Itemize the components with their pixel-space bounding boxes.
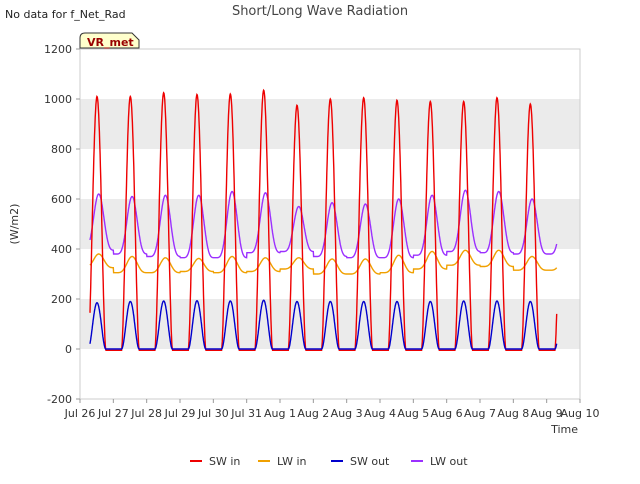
x-tick-label: Aug 2 bbox=[297, 407, 329, 420]
x-tick-label: Aug 9 bbox=[531, 407, 563, 420]
grid-band bbox=[80, 99, 580, 149]
badge-label: VR_met bbox=[87, 36, 134, 49]
site-badge: VR_met bbox=[79, 32, 140, 49]
y-tick-label: 200 bbox=[51, 293, 72, 306]
series-line-sw-in bbox=[89, 88, 558, 351]
legend-label: SW out bbox=[350, 455, 390, 468]
x-tick-label: Aug 7 bbox=[464, 407, 496, 420]
x-tick-label: Jul 28 bbox=[130, 407, 162, 420]
y-tick-label: 0 bbox=[65, 343, 72, 356]
x-tick-label: Jul 30 bbox=[197, 407, 229, 420]
plot-frame bbox=[79, 48, 581, 400]
x-tick-label: Aug 3 bbox=[331, 407, 363, 420]
x-axis: Jul 26 Jul 27 Jul 28 Jul 29 Jul 30 Jul 31 Aug … bbox=[64, 399, 600, 420]
y-tick-label: 1000 bbox=[44, 93, 72, 106]
y-tick-label: 800 bbox=[51, 143, 72, 156]
chart-title: Short/Long Wave Radiation bbox=[232, 4, 408, 19]
x-tick-label: Jul 31 bbox=[230, 407, 262, 420]
legend-label: LW in bbox=[277, 455, 307, 468]
legend-label: LW out bbox=[430, 455, 468, 468]
series-lines bbox=[89, 88, 558, 351]
y-tick-label: 600 bbox=[51, 193, 72, 206]
x-tick-label: Jul 27 bbox=[97, 407, 129, 420]
x-tick-label: Aug 5 bbox=[397, 407, 429, 420]
x-axis-label: Time bbox=[550, 423, 578, 436]
y-tick-label: 1200 bbox=[44, 43, 72, 56]
y-tick-label: 400 bbox=[51, 243, 72, 256]
x-tick-label: Aug 10 bbox=[561, 407, 600, 420]
legend-label: SW in bbox=[209, 455, 240, 468]
series-line-sw-out bbox=[89, 299, 558, 350]
x-tick-label: Aug 1 bbox=[264, 407, 296, 420]
y-axis: -200 0 200 400 600 800 1000 1200 bbox=[44, 43, 80, 406]
grid-band bbox=[80, 299, 580, 349]
x-tick-label: Jul 26 bbox=[64, 407, 96, 420]
x-tick-label: Aug 8 bbox=[497, 407, 529, 420]
badge-shape bbox=[79, 32, 140, 49]
legend: SW in LW in SW out LW out bbox=[190, 455, 468, 468]
no-data-note: No data for f_Net_Rad bbox=[5, 8, 126, 21]
series-line-lw-in bbox=[89, 249, 558, 275]
x-tick-label: Aug 6 bbox=[431, 407, 463, 420]
y-axis-label: (W/m2) bbox=[8, 204, 21, 245]
x-tick-label: Jul 29 bbox=[164, 407, 196, 420]
y-tick-label: -200 bbox=[47, 393, 72, 406]
x-tick-label: Aug 4 bbox=[364, 407, 396, 420]
